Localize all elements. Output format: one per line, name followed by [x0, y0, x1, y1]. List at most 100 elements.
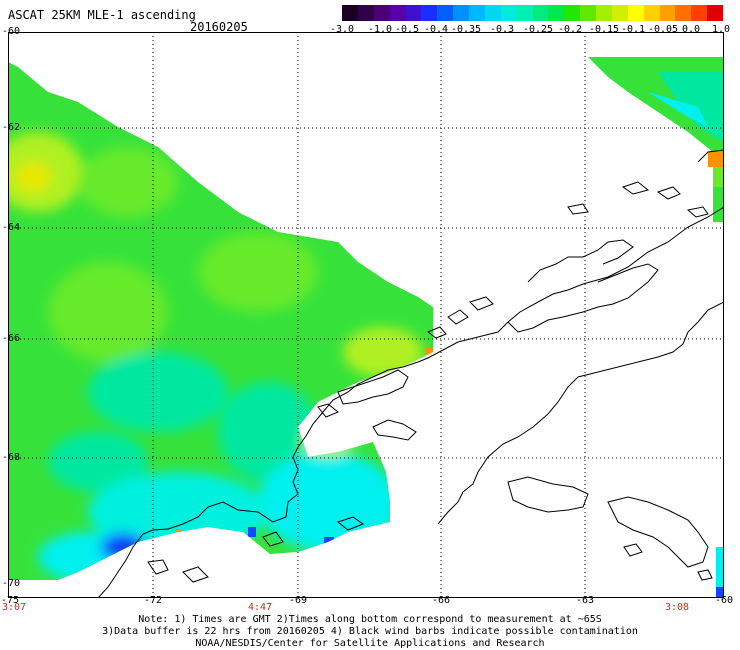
- coastline: [147, 559, 169, 575]
- coastline: [469, 296, 494, 311]
- coastline: [697, 149, 724, 163]
- swath-patch: [78, 147, 178, 217]
- lon-label: -72: [143, 595, 163, 606]
- lat-label: -62: [2, 122, 21, 133]
- coastline: [607, 496, 709, 568]
- color-scale-label: 1.0: [711, 24, 731, 35]
- color-scale-segment: [659, 5, 676, 21]
- coastline: [182, 566, 209, 583]
- color-scale-label: -0.2: [557, 24, 583, 35]
- swath-patch: [88, 352, 228, 432]
- swath-pixel: [175, 529, 182, 537]
- swath-pixel: [708, 152, 724, 167]
- coastline: [567, 203, 589, 215]
- swath-fragment: [716, 547, 724, 598]
- map-plot: [8, 32, 724, 598]
- color-scale-segment: [500, 5, 517, 21]
- swath-pixel: [248, 527, 256, 537]
- swath-patch: [119, 547, 137, 561]
- color-scale-label: 0.0: [681, 24, 701, 35]
- color-scale-segment: [373, 5, 390, 21]
- coastline: [507, 263, 659, 333]
- lon-label: -63: [575, 595, 595, 606]
- color-scale-segment: [564, 5, 581, 21]
- color-scale-label: -0.4: [423, 24, 449, 35]
- lon-label: -60: [714, 595, 734, 606]
- swath-pixel: [324, 537, 334, 547]
- map-date: 20160205: [190, 20, 248, 34]
- color-scale-labels: -3.0 -1.0 -0.5 -0.4 -0.35 -0.3 -0.25 -0.2 -0.15-…: [330, 24, 730, 38]
- swath-pixel: [426, 348, 433, 357]
- color-scale-label: -0.3: [489, 24, 515, 35]
- note-line: NOAA/NESDIS/Center for Satellite Applica…: [195, 638, 545, 649]
- coastline: [697, 569, 713, 581]
- lat-label: -68: [2, 452, 21, 463]
- lat-label: -70: [2, 578, 21, 589]
- swath-patch: [198, 232, 318, 312]
- color-scale-segment: [453, 5, 469, 21]
- coastline: [623, 543, 643, 557]
- color-scale-label: -3.0: [329, 24, 355, 35]
- color-scale-label: -1.0: [367, 24, 393, 35]
- lat-label: -66: [2, 333, 21, 344]
- time-label: 3:07: [1, 602, 27, 613]
- coastline: [507, 476, 589, 513]
- coastline: [686, 206, 709, 218]
- swath-patch: [15, 162, 51, 192]
- note-line: 3)Data buffer is 22 hrs from 20160205 4)…: [102, 626, 638, 637]
- coastline: [336, 516, 365, 531]
- coastline: [656, 186, 681, 200]
- color-scale-segment: [596, 5, 612, 21]
- color-scale-segment: [707, 5, 723, 21]
- swath-patch: [303, 427, 353, 457]
- time-label: 3:08: [664, 602, 690, 613]
- color-scale-segment: [675, 5, 692, 21]
- lon-label: -69: [288, 595, 308, 606]
- color-scale-segment: [580, 5, 596, 21]
- color-scale-segment: [611, 5, 628, 21]
- color-scale-segment: [469, 5, 485, 21]
- swath-patch: [48, 262, 168, 362]
- coastline: [97, 206, 724, 598]
- color-scale-label: -0.05: [647, 24, 679, 35]
- time-label: 4:47: [247, 602, 273, 613]
- coastline: [372, 419, 417, 441]
- lon-label: -75: [0, 595, 20, 606]
- coastline: [447, 309, 469, 325]
- coastline: [437, 301, 724, 525]
- color-scale-label: -0.15: [588, 24, 620, 35]
- map-title: ASCAT 25KM MLE-1 ascending: [8, 8, 196, 22]
- swath-patch: [258, 452, 398, 552]
- coastline: [262, 531, 284, 547]
- note-line: Note: 1) Times are GMT 2)Times along bot…: [138, 614, 602, 625]
- notes: Note: 1) Times are GMT 2)Times along bot…: [0, 614, 740, 650]
- map-frame: [8, 32, 724, 598]
- color-scale-segment: [357, 5, 374, 21]
- color-scale-label: -0.35: [450, 24, 482, 35]
- color-scale-segment: [405, 5, 422, 21]
- color-scale-label: -0.5: [394, 24, 420, 35]
- swath-pixel: [716, 587, 724, 598]
- swath-pixel: [713, 167, 724, 187]
- color-scale-segment: [627, 5, 644, 21]
- color-scale-segment: [421, 5, 438, 21]
- color-scale-segment: [342, 5, 358, 21]
- swath-patch: [101, 533, 145, 561]
- lat-label: -60: [2, 26, 21, 37]
- color-scale-segment: [532, 5, 549, 21]
- color-scale-segment: [516, 5, 533, 21]
- coastline: [337, 369, 409, 405]
- color-scale-bar: [342, 5, 723, 21]
- color-scale-segment: [643, 5, 660, 21]
- color-scale-label: -0.1: [620, 24, 646, 35]
- color-scale-segment: [389, 5, 406, 21]
- swath-fragment: [648, 92, 708, 127]
- color-scale-segment: [437, 5, 454, 21]
- swath-patch: [48, 432, 148, 492]
- coastline: [317, 403, 339, 418]
- swath-patch: [343, 327, 423, 377]
- color-scale-label: -0.25: [522, 24, 554, 35]
- color-scale-segment: [548, 5, 565, 21]
- coastline: [527, 239, 634, 283]
- lon-label: -66: [431, 595, 451, 606]
